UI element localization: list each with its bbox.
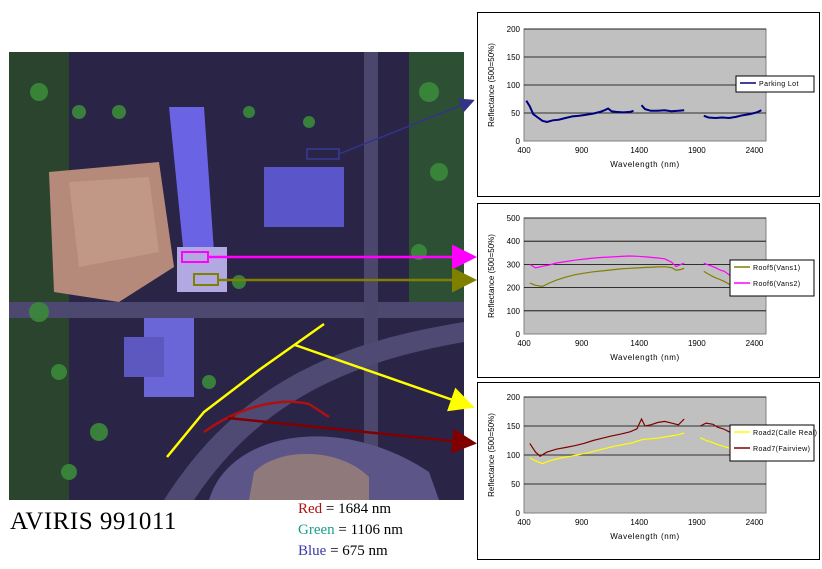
chart-parking-lot: 0 50 100 150 200 400 900 1400 1900 2400 Wavelength… xyxy=(477,12,820,197)
band-blue: Blue = 675 nm xyxy=(298,541,403,562)
band-green-name: Green xyxy=(298,522,335,538)
y-tick-label: 200 xyxy=(507,284,521,293)
building-tall xyxy=(169,107,214,257)
legend-box xyxy=(729,259,815,297)
x-tick-label: 900 xyxy=(575,339,589,348)
x-axis-label: Wavelength (nm) xyxy=(610,353,680,362)
chart-parking-lot-svg: 0 50 100 150 200 400 900 1400 1900 2400 Wavelength… xyxy=(487,25,815,169)
legend-label: Roof5(Vans1) xyxy=(753,265,800,272)
legend-label: Parking Lot xyxy=(759,81,799,88)
x-tick-label: 2400 xyxy=(746,518,764,527)
y-tick-label: 150 xyxy=(507,422,521,431)
x-axis-label: Wavelength (nm) xyxy=(610,160,680,169)
chart-roofs: 0 100 200 300 400 500 400 900 1400 1900 2400 Wavele… xyxy=(477,203,820,378)
legend-box xyxy=(735,75,815,93)
y-tick-label: 50 xyxy=(511,480,520,489)
x-tick-label: 2400 xyxy=(746,146,764,155)
y-axis-label: Reflectance (500=50%) xyxy=(487,43,496,127)
y-tick-label: 0 xyxy=(516,330,521,339)
series-line-1 xyxy=(640,104,685,113)
x-tick-label: 1900 xyxy=(688,518,706,527)
x-tick-label: 1400 xyxy=(630,146,648,155)
y-tick-label: 0 xyxy=(516,509,521,518)
y-tick-label: 400 xyxy=(507,237,521,246)
band-legend: Red = 1684 nm Green = 1106 nm Blue = 675… xyxy=(298,499,403,562)
y-tick-label: 500 xyxy=(507,214,521,223)
x-tick-label: 400 xyxy=(517,146,531,155)
x-tick-label: 400 xyxy=(517,518,531,527)
x-tick-label: 1900 xyxy=(688,146,706,155)
x-tick-label: 1900 xyxy=(688,339,706,348)
series-line-1 xyxy=(529,432,685,465)
image-caption: AVIRIS 991011 xyxy=(10,508,177,535)
x-tick-label: 900 xyxy=(575,146,589,155)
road-vertical xyxy=(364,52,378,500)
band-green: Green = 1106 nm xyxy=(298,520,403,541)
series-line-1 xyxy=(529,266,685,288)
y-tick-label: 200 xyxy=(507,393,521,402)
x-axis-label: Wavelength (nm) xyxy=(610,532,680,541)
aviris-aerial-image xyxy=(9,52,464,500)
x-tick-label: 900 xyxy=(575,518,589,527)
band-red: Red = 1684 nm xyxy=(298,499,403,520)
y-tick-label: 50 xyxy=(511,109,520,118)
legend-label: Road7(Fairview) xyxy=(753,446,810,453)
y-tick-label: 100 xyxy=(507,81,521,90)
series-line-1 xyxy=(703,109,762,120)
y-tick-label: 100 xyxy=(507,307,521,316)
building-south-annex xyxy=(124,337,164,377)
bare-field-light xyxy=(69,177,159,267)
series-line-2 xyxy=(529,417,685,457)
y-tick-label: 200 xyxy=(507,25,521,34)
legend-label: Roof6(Vans2) xyxy=(753,281,800,288)
road-horizontal xyxy=(9,302,464,318)
y-axis-label: Reflectance (500=50%) xyxy=(487,413,496,497)
plot-area xyxy=(523,217,767,335)
band-blue-value: = 675 nm xyxy=(326,543,388,559)
legend-label: Road2(Calle Real) xyxy=(753,430,817,437)
y-tick-label: 100 xyxy=(507,451,521,460)
y-tick-label: 300 xyxy=(507,260,521,269)
band-green-value: = 1106 nm xyxy=(334,522,403,538)
y-tick-label: 0 xyxy=(516,137,521,146)
building-east xyxy=(264,167,344,227)
band-blue-name: Blue xyxy=(298,543,327,559)
legend-box xyxy=(729,424,815,462)
band-red-name: Red xyxy=(298,501,323,517)
y-axis-label: Reflectance (500=50%) xyxy=(487,234,496,318)
series-line-2 xyxy=(529,255,685,269)
chart-roads-svg: 0 50 100 150 200 400 900 1400 1900 2400 Wavelength… xyxy=(487,393,817,541)
chart-roofs-svg: 0 100 200 300 400 500 400 900 1400 1900 2400 Wavele… xyxy=(487,214,815,362)
y-tick-label: 150 xyxy=(507,53,521,62)
road-curve xyxy=(164,322,464,500)
roundabout-center xyxy=(249,453,369,500)
band-red-value: = 1684 nm xyxy=(322,501,392,517)
x-tick-label: 1400 xyxy=(630,518,648,527)
x-tick-label: 1400 xyxy=(630,339,648,348)
trace-road2 xyxy=(166,322,325,458)
chart-roads: 0 50 100 150 200 400 900 1400 1900 2400 Wavelength… xyxy=(477,382,820,560)
x-tick-label: 400 xyxy=(517,339,531,348)
x-tick-label: 2400 xyxy=(746,339,764,348)
series-line-1 xyxy=(525,100,634,124)
tree-speckles xyxy=(29,82,448,480)
